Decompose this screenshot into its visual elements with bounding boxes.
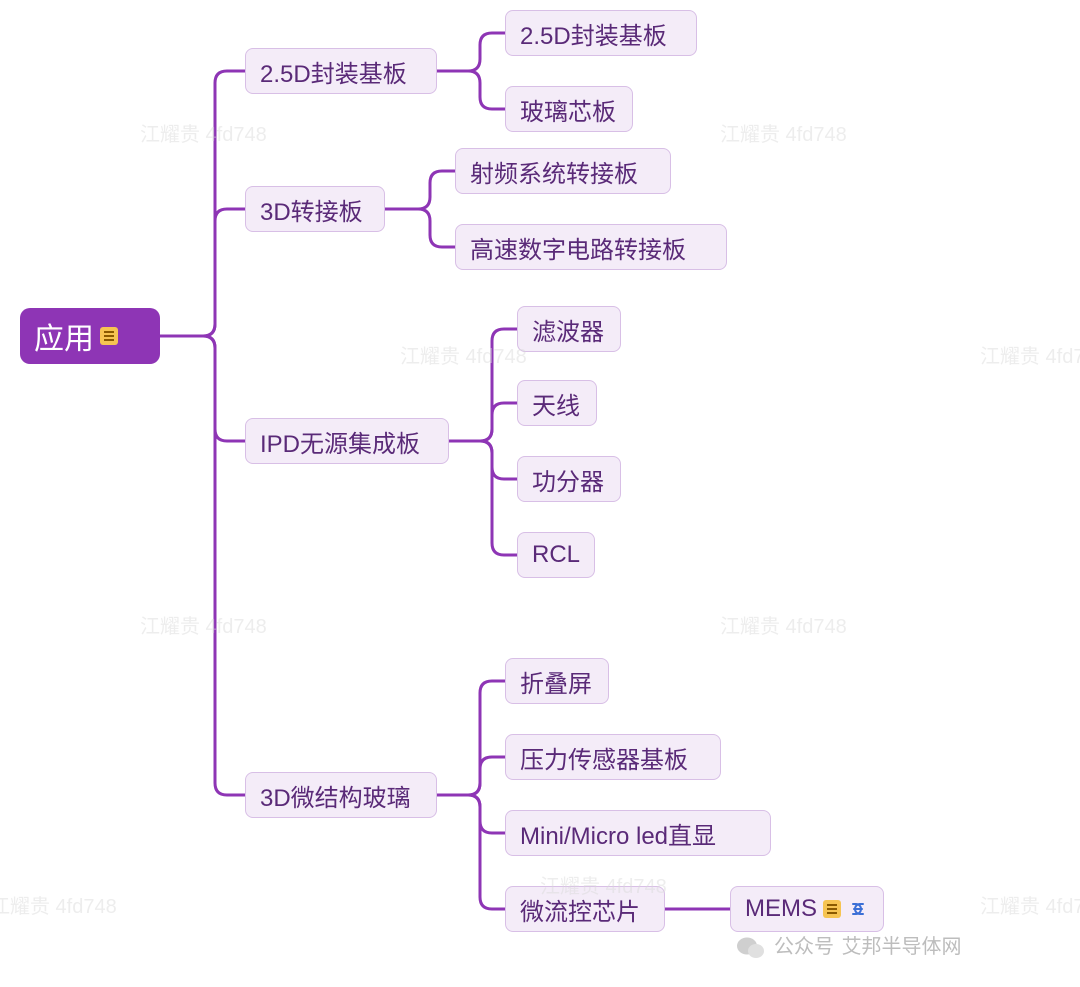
note-icon[interactable] <box>100 327 118 345</box>
node-label: 压力传感器基板 <box>520 740 688 775</box>
mindmap-node[interactable]: 2.5D封装基板 <box>505 10 697 56</box>
mindmap-node[interactable]: IPD无源集成板 <box>245 418 449 464</box>
node-label: 滤波器 <box>532 312 604 347</box>
connector <box>437 71 505 109</box>
mindmap-node[interactable]: 折叠屏 <box>505 658 609 704</box>
footer-separator <box>834 936 842 958</box>
connector <box>437 681 505 795</box>
mindmap-node[interactable]: 3D微结构玻璃 <box>245 772 437 818</box>
node-label: IPD无源集成板 <box>260 424 420 459</box>
footer-source: 艾邦半导体网 <box>842 936 962 958</box>
node-label: 折叠屏 <box>520 664 592 699</box>
connector <box>160 71 245 336</box>
node-label: MEMS <box>745 895 817 923</box>
connector <box>449 403 517 441</box>
node-label: 玻璃芯板 <box>520 92 616 127</box>
connector <box>160 336 245 441</box>
node-label: 3D转接板 <box>260 192 363 227</box>
connector <box>437 795 505 909</box>
connector <box>437 795 505 833</box>
node-label: 2.5D封装基板 <box>520 16 667 51</box>
node-label: 应用 <box>34 314 94 358</box>
mindmap-node[interactable]: 滤波器 <box>517 306 621 352</box>
mindmap-node[interactable]: MEMS <box>730 886 884 932</box>
connector <box>437 33 505 71</box>
node-label: RCL <box>532 541 580 569</box>
connector <box>385 171 455 209</box>
connector <box>160 209 245 336</box>
connector <box>449 441 517 555</box>
mindmap-node[interactable]: 3D转接板 <box>245 186 385 232</box>
root-node[interactable]: 应用 <box>20 308 160 364</box>
mindmap-node[interactable]: 天线 <box>517 380 597 426</box>
node-label: 微流控芯片 <box>520 892 640 927</box>
wechat-icon <box>736 935 766 961</box>
mindmap-node[interactable]: 射频系统转接板 <box>455 148 671 194</box>
connector <box>385 209 455 247</box>
mindmap-node[interactable]: 微流控芯片 <box>505 886 665 932</box>
mindmap-node[interactable]: RCL <box>517 532 595 578</box>
node-label: 射频系统转接板 <box>470 154 638 189</box>
mindmap-node[interactable]: 2.5D封装基板 <box>245 48 437 94</box>
node-label: 高速数字电路转接板 <box>470 230 686 265</box>
connector <box>437 757 505 795</box>
mindmap-node[interactable]: 功分器 <box>517 456 621 502</box>
mindmap-node[interactable]: 压力传感器基板 <box>505 734 721 780</box>
note-icon[interactable] <box>823 900 841 918</box>
source-attribution: 公众号 艾邦半导体网 <box>736 930 962 961</box>
connector <box>160 336 245 795</box>
node-label: 2.5D封装基板 <box>260 54 407 89</box>
mindmap-node[interactable]: 玻璃芯板 <box>505 86 633 132</box>
mindmap-node[interactable]: Mini/Micro led直显 <box>505 810 771 856</box>
connector <box>449 441 517 479</box>
node-label: 天线 <box>532 386 580 421</box>
connector <box>449 329 517 441</box>
footer-prefix: 公众号 <box>774 936 834 958</box>
node-label: 功分器 <box>532 462 604 497</box>
link-icon[interactable] <box>847 901 869 917</box>
mindmap-node[interactable]: 高速数字电路转接板 <box>455 224 727 270</box>
node-label: Mini/Micro led直显 <box>520 816 716 851</box>
node-label: 3D微结构玻璃 <box>260 778 411 813</box>
